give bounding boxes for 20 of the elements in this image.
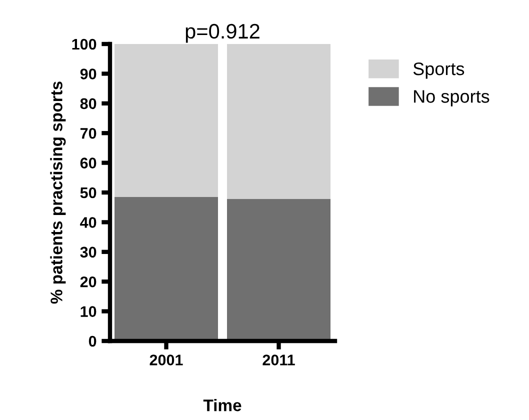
y-axis-title: % patients practising sports (50, 82, 66, 304)
y-tick-label: 70 (80, 128, 96, 139)
x-tick-label: 2011 (262, 354, 295, 366)
y-tick-label: 100 (72, 38, 96, 50)
y-tick-label: 10 (80, 306, 96, 317)
y-tick-label: 80 (80, 98, 96, 110)
y-tick-label: 60 (80, 158, 96, 168)
x-tick-label: 2001 (150, 354, 183, 366)
y-tick-label: 40 (80, 217, 96, 228)
bar (227, 44, 330, 200)
y-tick-label: 30 (80, 246, 96, 258)
y-tick-label: 90 (80, 68, 96, 80)
x-axis-title: Time (203, 398, 242, 412)
y-tick-label: 20 (80, 276, 96, 288)
y-tick-label: 0 (88, 336, 96, 347)
bar (114, 44, 218, 197)
legend-label: Sports (413, 62, 464, 79)
chart-title: p=0.912 (186, 24, 260, 43)
legend-label: No sports (414, 90, 490, 106)
y-tick-label: 50 (80, 187, 96, 198)
